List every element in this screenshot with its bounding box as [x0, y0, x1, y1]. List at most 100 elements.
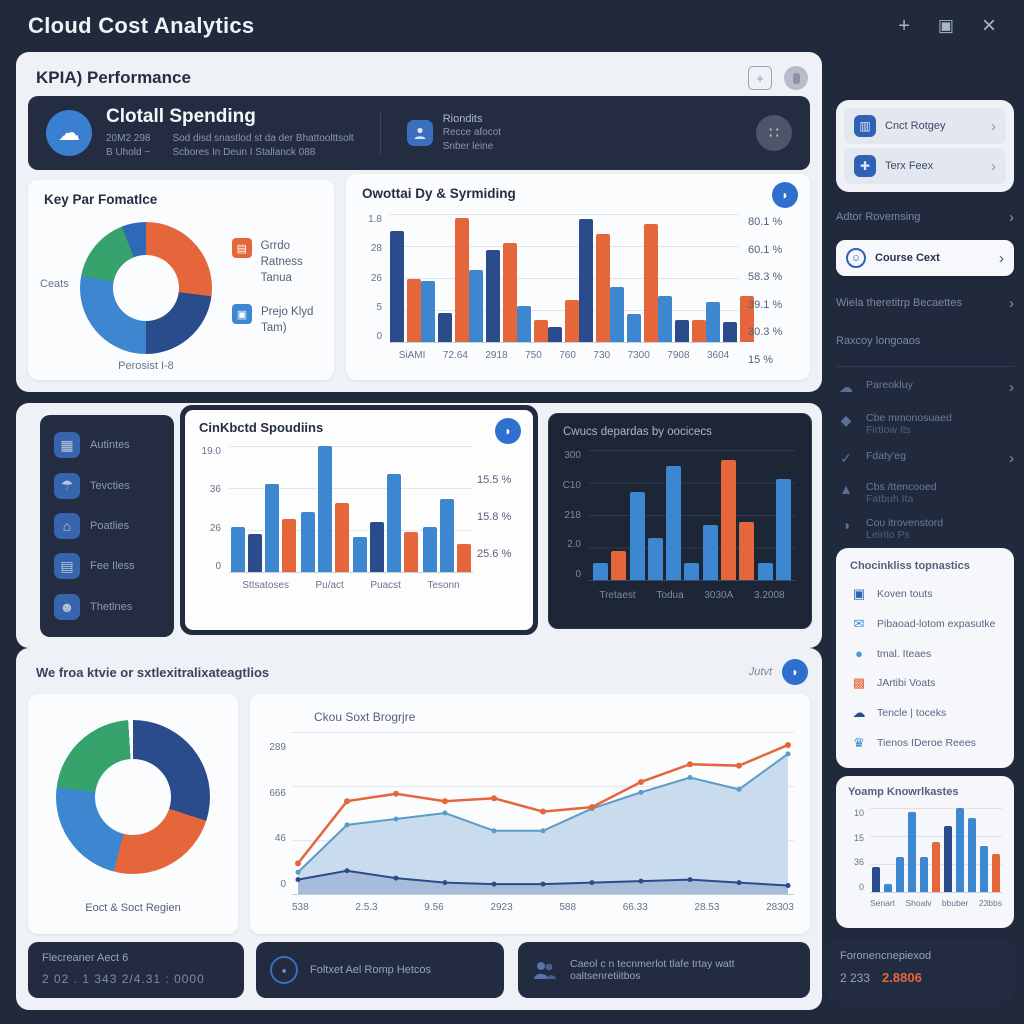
- bar-blue: [629, 491, 645, 580]
- line-plot: [292, 732, 794, 895]
- nav-item-becaettes[interactable]: Wiela theretitrp Becaettes ›: [836, 290, 1014, 316]
- legend-1-line2: Tanua: [260, 272, 292, 284]
- bar-group: [658, 214, 706, 342]
- bar-blue: [421, 280, 435, 342]
- download-badge[interactable]: ◗: [782, 659, 808, 685]
- checklist-label: Tencle | toceks: [877, 707, 947, 719]
- stat-card-4-title: Foronencnepiexod: [840, 950, 932, 962]
- stat-card-1[interactable]: Flecreaner Aect 6 2 02 . 1 343 2/4.31 : …: [28, 942, 244, 998]
- cloud-icon: ☁: [852, 705, 866, 720]
- light-blue-area-point: [687, 775, 693, 781]
- list-item[interactable]: ▤ Fee Iless: [54, 553, 160, 580]
- close-icon[interactable]: ×: [981, 12, 996, 39]
- list-item[interactable]: ⌂ Poatlies: [54, 512, 160, 539]
- dark-blue-area-point: [589, 880, 595, 886]
- sidebar-icon-item[interactable]: ◑ Cou itrovenstord Leirito Ps: [836, 517, 1014, 541]
- badge-plus-icon[interactable]: +: [748, 66, 772, 90]
- axis-tick: 26: [370, 272, 382, 284]
- list-item[interactable]: ☻ Thetlnes: [54, 593, 160, 620]
- chat-icon: ▩: [852, 675, 866, 690]
- bar-group: [353, 446, 419, 572]
- crown-icon: ♛: [853, 735, 865, 750]
- sidebar-button-cost[interactable]: ▥ Cnct Rotgey ›: [844, 108, 1006, 144]
- bar-darkblue: [390, 230, 404, 342]
- region-donut-card: Eoct & Soct Regien: [28, 694, 238, 934]
- sidebar-icon-item[interactable]: ☁ Pareokluy ›: [836, 379, 1014, 396]
- dark-blue-area-point: [442, 880, 448, 886]
- bar-orange: [596, 234, 610, 342]
- pct-label: 25.6 %: [477, 547, 512, 560]
- bar-darkblue: [944, 826, 952, 892]
- hero-col2-title: Riondits: [442, 113, 483, 125]
- devices-xaxis: Tretaest Todua 3030A 3.2008: [589, 590, 795, 601]
- nav-item-raxcoy[interactable]: Raxcoy longoaos: [836, 328, 1014, 354]
- sidebar-icon-item[interactable]: ▲ Cbs /ttencooed Fatbuh Ita: [836, 481, 1014, 505]
- grid-icon: ▣: [852, 586, 866, 601]
- mini-chart-card: Yoamp Knowrlkastes 10 15 36 0 Senart Shoalv b…: [836, 776, 1014, 928]
- axis-tick: 15: [853, 832, 864, 843]
- checklist-label: Koven touts: [877, 588, 933, 600]
- bar-blue: [920, 856, 928, 892]
- bar-blue: [980, 845, 988, 892]
- sidebar-button-label: Cnct Rotgey: [885, 120, 946, 132]
- pct-label: 15.8 %: [477, 510, 512, 523]
- orange-line-point: [687, 761, 693, 768]
- checklist-item[interactable]: ✉ Pibaoad-lotom expasutke: [850, 616, 1000, 632]
- mini-xaxis: Senart Shoalv bbuber 23bbs: [870, 898, 1002, 908]
- orange-line-point: [344, 798, 350, 805]
- checklist-item[interactable]: ▩ JArtibi Voats: [850, 675, 1000, 691]
- person-icon: [406, 120, 433, 146]
- bar-blue: [300, 511, 315, 572]
- axis-tick: Senart: [870, 898, 896, 908]
- stat-card-4[interactable]: Foronencnepiexod 2 233 2.8806: [826, 940, 1014, 1002]
- sidebar-icon-item[interactable]: ✓ Fdaty'eg ›: [836, 450, 1014, 467]
- app-title: Cloud Cost Analytics: [28, 13, 255, 38]
- region-donut-label: Eoct & Soct Regien: [85, 902, 181, 914]
- warning-triangle-icon: ▲: [839, 481, 853, 497]
- bar-blue: [956, 808, 964, 892]
- legend-2-line2: Tam): [261, 322, 287, 334]
- checklist-item[interactable]: ♛ Tienos IDeroe Reees: [850, 735, 1000, 751]
- list-item[interactable]: ▦ Autintes: [54, 432, 160, 459]
- add-icon[interactable]: +: [898, 14, 910, 37]
- download-badge[interactable]: ◗: [495, 418, 521, 444]
- sidebar-button-fees[interactable]: ✚ Terx Feex ›: [844, 148, 1006, 184]
- axis-tick: Pu/act: [315, 580, 344, 591]
- more-options-button[interactable]: ∷: [756, 115, 792, 151]
- donut1-title: Key Par Fomatlce: [44, 192, 158, 207]
- legend-swatch-blue-icon: ▣: [232, 304, 252, 324]
- axis-tick: 26: [209, 522, 221, 534]
- nav-item-course-cext[interactable]: ☺ Course Cext ›: [836, 240, 1014, 276]
- bar-darkblue: [872, 866, 880, 892]
- checklist-label: Tienos IDeroe Reees: [877, 737, 976, 749]
- bar-blue: [968, 818, 976, 892]
- axis-tick: 23bbs: [978, 898, 1002, 908]
- chevron-right-icon: ›: [1009, 208, 1014, 226]
- stat-card-3[interactable]: Caeol c n tecnmerlot tlafe trtay watt oa…: [518, 942, 810, 998]
- list-item[interactable]: ☂ Tevcties: [54, 472, 160, 499]
- bar-orange: [456, 544, 471, 572]
- download-badge[interactable]: ◗: [772, 182, 798, 208]
- hero-stat-1: 20M2 298: [106, 133, 151, 144]
- bar-blue: [908, 812, 916, 892]
- checklist-item[interactable]: ● tmal. Iteaes: [850, 646, 1000, 661]
- checklist-label: Pibaoad-lotom expasutke: [877, 618, 996, 630]
- notification-icon[interactable]: [784, 66, 808, 90]
- bar-blue: [757, 563, 773, 580]
- maximize-icon[interactable]: ▣: [937, 16, 954, 35]
- item-line2: Firtlow Its: [866, 424, 911, 436]
- bar-orange: [503, 243, 517, 342]
- checklist-item[interactable]: ☁ Tencle | toceks: [850, 705, 1000, 721]
- list-item-label: Tevcties: [90, 479, 130, 492]
- stat-card-2[interactable]: ▪ Foltxet Ael Romp Hetcos: [256, 942, 504, 998]
- pct-label: 15 %: [748, 353, 774, 366]
- cloud-icon: ☁: [46, 110, 92, 156]
- nav-item-reporting[interactable]: Adtor Rovemsing ›: [836, 204, 1014, 230]
- bar-group: [579, 214, 610, 342]
- list-item-label: Thetlnes: [90, 600, 133, 613]
- sidebar-icon-item[interactable]: ◆ Cbe mmonosuaed Firtlow Its: [836, 412, 1014, 436]
- checklist-item[interactable]: ▣ Koven touts: [850, 586, 1000, 602]
- axis-tick: 760: [559, 350, 576, 361]
- bar-orange: [334, 502, 349, 572]
- bar-blue: [317, 446, 332, 572]
